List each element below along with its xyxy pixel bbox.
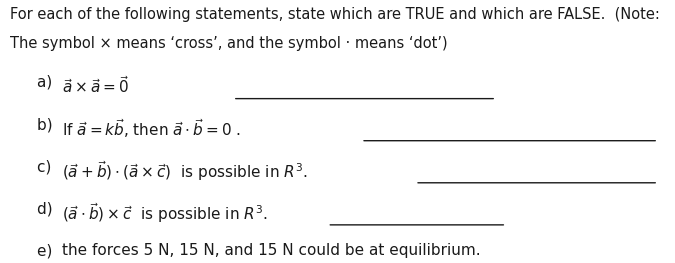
- Text: e): e): [37, 243, 57, 258]
- Text: $(\vec{a} \cdot \vec{b}) \times \vec{c}$  is possible in $R^3$.: $(\vec{a} \cdot \vec{b}) \times \vec{c}$…: [62, 201, 268, 225]
- Text: $\vec{a} \times \vec{a} = \vec{0}$: $\vec{a} \times \vec{a} = \vec{0}$: [62, 75, 130, 96]
- Text: d): d): [37, 201, 57, 216]
- Text: The symbol × means ‘cross’, and the symbol · means ‘dot’): The symbol × means ‘cross’, and the symb…: [10, 36, 448, 50]
- Text: For each of the following statements, state which are TRUE and which are FALSE. : For each of the following statements, st…: [10, 7, 660, 22]
- Text: $(\vec{a} + \vec{b}) \cdot (\vec{a} \times \vec{c})$  is possible in $R^3$.: $(\vec{a} + \vec{b}) \cdot (\vec{a} \tim…: [62, 159, 308, 183]
- Text: the forces 5 N, 15 N, and 15 N could be at equilibrium.: the forces 5 N, 15 N, and 15 N could be …: [62, 243, 481, 258]
- Text: a): a): [37, 75, 57, 90]
- Text: c): c): [37, 159, 57, 174]
- Text: If $\vec{a} = k\vec{b}$, then $\vec{a} \cdot \vec{b} = 0$ .: If $\vec{a} = k\vec{b}$, then $\vec{a} \…: [62, 117, 241, 140]
- Text: b): b): [37, 117, 57, 132]
